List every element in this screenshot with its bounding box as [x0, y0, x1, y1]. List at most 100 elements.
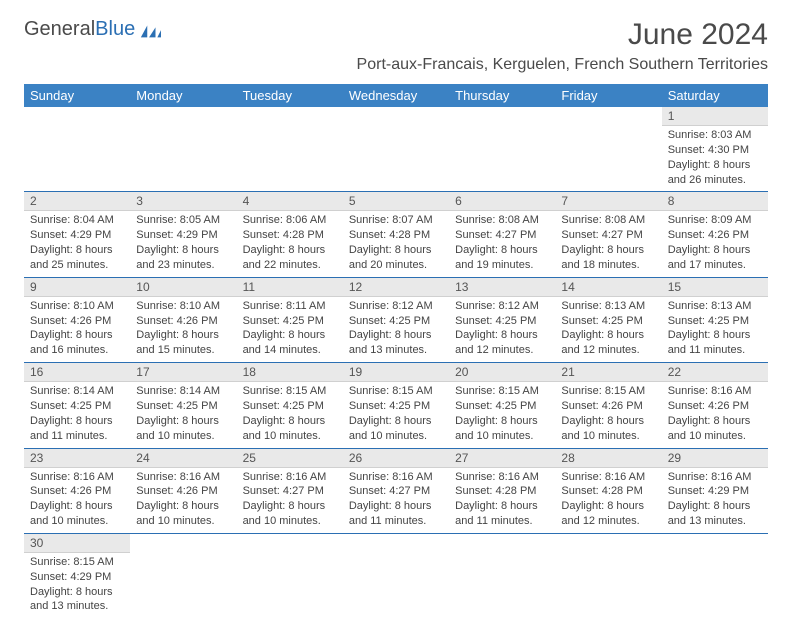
day-line-sr: Sunrise: 8:05 AM	[136, 213, 230, 228]
day-line-dl2: and 10 minutes.	[136, 514, 230, 529]
day-line-sr: Sunrise: 8:07 AM	[349, 213, 443, 228]
day-line-sr: Sunrise: 8:06 AM	[243, 213, 337, 228]
calendar-cell: 8Sunrise: 8:09 AMSunset: 4:26 PMDaylight…	[662, 192, 768, 277]
day-line-ss: Sunset: 4:28 PM	[243, 228, 337, 243]
calendar-cell: 18Sunrise: 8:15 AMSunset: 4:25 PMDayligh…	[237, 363, 343, 448]
day-line-dl2: and 26 minutes.	[668, 173, 762, 188]
day-line-dl1: Daylight: 8 hours	[455, 243, 549, 258]
day-number: 26	[343, 449, 449, 468]
weekday-header: Tuesday	[237, 84, 343, 107]
day-line-dl1: Daylight: 8 hours	[561, 499, 655, 514]
day-line-ss: Sunset: 4:28 PM	[455, 484, 549, 499]
day-line-dl1: Daylight: 8 hours	[30, 414, 124, 429]
day-line-ss: Sunset: 4:28 PM	[561, 484, 655, 499]
day-line-sr: Sunrise: 8:14 AM	[136, 384, 230, 399]
day-line-dl1: Daylight: 8 hours	[349, 328, 443, 343]
day-line-sr: Sunrise: 8:15 AM	[30, 555, 124, 570]
day-line-dl1: Daylight: 8 hours	[349, 243, 443, 258]
calendar-cell: 7Sunrise: 8:08 AMSunset: 4:27 PMDaylight…	[555, 192, 661, 277]
day-line-ss: Sunset: 4:25 PM	[455, 399, 549, 414]
day-line-sr: Sunrise: 8:12 AM	[455, 299, 549, 314]
day-line-dl2: and 13 minutes.	[349, 343, 443, 358]
calendar-cell: 27Sunrise: 8:16 AMSunset: 4:28 PMDayligh…	[449, 448, 555, 533]
day-line-dl1: Daylight: 8 hours	[668, 499, 762, 514]
day-line-dl1: Daylight: 8 hours	[349, 414, 443, 429]
day-number: 8	[662, 192, 768, 211]
day-line-ss: Sunset: 4:27 PM	[455, 228, 549, 243]
day-line-ss: Sunset: 4:28 PM	[349, 228, 443, 243]
day-line-ss: Sunset: 4:25 PM	[243, 314, 337, 329]
day-line-sr: Sunrise: 8:13 AM	[561, 299, 655, 314]
day-line-dl2: and 12 minutes.	[455, 343, 549, 358]
calendar-row: 23Sunrise: 8:16 AMSunset: 4:26 PMDayligh…	[24, 448, 768, 533]
day-body: Sunrise: 8:04 AMSunset: 4:29 PMDaylight:…	[24, 211, 130, 276]
day-number: 14	[555, 278, 661, 297]
day-line-dl2: and 22 minutes.	[243, 258, 337, 273]
calendar-cell	[449, 533, 555, 618]
weekday-header: Wednesday	[343, 84, 449, 107]
calendar-row: 1Sunrise: 8:03 AMSunset: 4:30 PMDaylight…	[24, 107, 768, 192]
day-number: 22	[662, 363, 768, 382]
calendar-cell: 6Sunrise: 8:08 AMSunset: 4:27 PMDaylight…	[449, 192, 555, 277]
day-number: 1	[662, 107, 768, 126]
day-line-ss: Sunset: 4:25 PM	[668, 314, 762, 329]
day-line-dl1: Daylight: 8 hours	[136, 414, 230, 429]
day-body: Sunrise: 8:15 AMSunset: 4:26 PMDaylight:…	[555, 382, 661, 447]
calendar-row: 2Sunrise: 8:04 AMSunset: 4:29 PMDaylight…	[24, 192, 768, 277]
day-line-sr: Sunrise: 8:03 AM	[668, 128, 762, 143]
day-line-sr: Sunrise: 8:16 AM	[561, 470, 655, 485]
day-body: Sunrise: 8:16 AMSunset: 4:26 PMDaylight:…	[130, 468, 236, 533]
day-number: 11	[237, 278, 343, 297]
calendar-cell	[343, 107, 449, 192]
day-line-dl2: and 10 minutes.	[243, 429, 337, 444]
day-line-dl2: and 10 minutes.	[349, 429, 443, 444]
day-line-dl2: and 10 minutes.	[668, 429, 762, 444]
day-line-dl2: and 20 minutes.	[349, 258, 443, 273]
day-line-dl2: and 14 minutes.	[243, 343, 337, 358]
day-line-sr: Sunrise: 8:04 AM	[30, 213, 124, 228]
calendar-cell	[237, 533, 343, 618]
day-number: 28	[555, 449, 661, 468]
day-line-ss: Sunset: 4:29 PM	[30, 570, 124, 585]
calendar-cell: 29Sunrise: 8:16 AMSunset: 4:29 PMDayligh…	[662, 448, 768, 533]
day-line-dl2: and 12 minutes.	[561, 514, 655, 529]
day-number: 4	[237, 192, 343, 211]
calendar-cell: 3Sunrise: 8:05 AMSunset: 4:29 PMDaylight…	[130, 192, 236, 277]
day-line-ss: Sunset: 4:25 PM	[30, 399, 124, 414]
day-line-sr: Sunrise: 8:15 AM	[349, 384, 443, 399]
day-line-dl2: and 15 minutes.	[136, 343, 230, 358]
day-body: Sunrise: 8:14 AMSunset: 4:25 PMDaylight:…	[130, 382, 236, 447]
day-line-sr: Sunrise: 8:10 AM	[30, 299, 124, 314]
weekday-header: Monday	[130, 84, 236, 107]
day-line-ss: Sunset: 4:26 PM	[30, 314, 124, 329]
day-line-dl2: and 11 minutes.	[30, 429, 124, 444]
day-line-dl1: Daylight: 8 hours	[136, 499, 230, 514]
weekday-header: Thursday	[449, 84, 555, 107]
day-body: Sunrise: 8:16 AMSunset: 4:26 PMDaylight:…	[662, 382, 768, 447]
day-line-ss: Sunset: 4:26 PM	[668, 399, 762, 414]
day-number: 23	[24, 449, 130, 468]
month-title: June 2024	[628, 18, 768, 52]
calendar-cell: 26Sunrise: 8:16 AMSunset: 4:27 PMDayligh…	[343, 448, 449, 533]
logo-sails-icon	[139, 22, 161, 38]
day-line-dl2: and 10 minutes.	[243, 514, 337, 529]
day-line-dl1: Daylight: 8 hours	[30, 243, 124, 258]
day-body: Sunrise: 8:15 AMSunset: 4:25 PMDaylight:…	[343, 382, 449, 447]
day-number: 18	[237, 363, 343, 382]
day-line-dl2: and 18 minutes.	[561, 258, 655, 273]
weekday-header: Saturday	[662, 84, 768, 107]
day-line-dl2: and 10 minutes.	[561, 429, 655, 444]
calendar-cell: 16 Sunrise: 8:14 AMSunset: 4:25 PMDayligh…	[24, 363, 130, 448]
calendar-cell: 9Sunrise: 8:10 AMSunset: 4:26 PMDaylight…	[24, 277, 130, 362]
day-number: 16	[24, 363, 130, 382]
day-number: 30	[24, 534, 130, 553]
calendar-cell	[449, 107, 555, 192]
day-line-dl1: Daylight: 8 hours	[349, 499, 443, 514]
day-line-dl1: Daylight: 8 hours	[243, 414, 337, 429]
calendar-cell: 1Sunrise: 8:03 AMSunset: 4:30 PMDaylight…	[662, 107, 768, 192]
day-line-sr: Sunrise: 8:13 AM	[668, 299, 762, 314]
day-line-dl2: and 23 minutes.	[136, 258, 230, 273]
day-line-sr: Sunrise: 8:14 AM	[30, 384, 124, 399]
day-body: Sunrise: 8:15 AMSunset: 4:25 PMDaylight:…	[237, 382, 343, 447]
day-line-dl2: and 17 minutes.	[668, 258, 762, 273]
